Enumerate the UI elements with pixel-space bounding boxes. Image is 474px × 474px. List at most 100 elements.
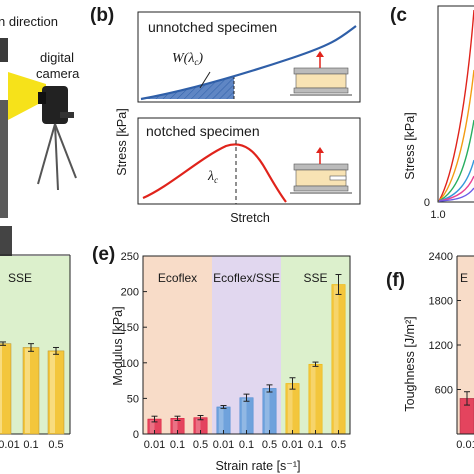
panel-f-ytick-label: 2400 [429, 251, 453, 263]
panel-e-error-bar [312, 361, 319, 367]
panel-e-ytick-label: 100 [121, 358, 139, 370]
panel-e-ytick-label: 50 [127, 393, 139, 405]
panel-d-bar-highlight [50, 351, 55, 433]
panel-f-region-bg [457, 256, 474, 434]
panel-e-xtick-label: 0.5 [193, 439, 208, 451]
panel-e-xtick-label: 0.1 [308, 439, 323, 451]
panel-e-xtick-label: 0.5 [262, 439, 277, 451]
panel-e-frame [142, 255, 351, 435]
panel-e-error-bar [151, 415, 158, 423]
panel-e-bar-highlight [218, 407, 224, 433]
panel-e-xtick-label: 0.01 [282, 439, 303, 451]
work-label: W(λc) [172, 51, 203, 67]
panel-f-region-label: E [460, 271, 468, 285]
unnotched-curve [140, 25, 357, 101]
panel-c: (c Stress [kPa] 0 1.0 [390, 5, 474, 221]
panel-c-xtick: 1.0 [430, 209, 445, 221]
panel-e: (e) Modulus [kPa] Ecoflex Ecoflex/SSE SSE … [92, 244, 351, 473]
panel-e-ytick-label: 200 [121, 287, 139, 299]
panel-e-error-bar [289, 377, 296, 390]
panel-e-error-bar [266, 384, 273, 393]
panel-e-y-axis: 0 50 100 150 200 250 [121, 251, 147, 441]
panel-d-bar-highlight [0, 344, 2, 433]
panel-e-ytick-label: 250 [121, 251, 139, 263]
panel-a-camera-line1: digital [40, 50, 74, 65]
panel-e-bar-highlight [264, 389, 270, 433]
panel-e-bars [147, 274, 346, 435]
panel-e-region-0 [143, 256, 212, 434]
panel-b: (b) Stress [kPa] unnotched specimen W(λc… [90, 5, 361, 225]
panel-e-letter: (e) [92, 244, 115, 265]
digital-camera-icon [37, 86, 77, 191]
panel-a: n direction digital camera [0, 14, 80, 256]
machine-column [0, 100, 8, 218]
critical-stretch-label: λc [207, 169, 218, 185]
panel-e-error-bar [174, 415, 181, 421]
panel-e-bar-highlight [149, 420, 155, 433]
panel-d-region-label: SSE [8, 271, 32, 285]
panel-d-bars: 0.01 0.1 0.5 [0, 341, 65, 451]
panel-c-ylabel: Stress [kPa] [403, 112, 417, 179]
panel-e-ytick-label: 0 [133, 429, 139, 441]
machine-column-top [0, 38, 8, 62]
panel-e-xtick-label: 0.1 [170, 439, 185, 451]
panel-e-region-label-2: SSE [303, 271, 327, 285]
panel-c-curve-violet [438, 187, 474, 202]
panel-d: SSE 0.01 0.1 0.5 [0, 254, 71, 451]
panel-e-x-ticks: 0.01 0.1 0.5 0.01 0.1 0.5 0.01 0.1 0.5 [144, 430, 346, 451]
panel-f-bars: 0.01 [456, 391, 474, 451]
panel-b-ylabel: Stress [kPa] [115, 108, 129, 175]
panel-f-ylabel: Toughness [J/m²] [403, 316, 417, 411]
panel-c-curve-orange [438, 69, 474, 202]
panel-e-xtick-label: 0.01 [144, 439, 165, 451]
unnotched-specimen-icon [290, 51, 352, 96]
notched-curve [142, 143, 287, 203]
panel-f-ytick-label: 1800 [429, 296, 453, 308]
panel-d-bar-highlight [25, 348, 30, 433]
panel-c-letter: (c [390, 5, 407, 26]
panel-e-xtick-label: 0.1 [239, 439, 254, 451]
panel-f-ytick-label: 600 [435, 385, 453, 397]
panel-d-error-bar [53, 346, 59, 355]
panel-c-curve-red [438, 9, 474, 202]
panel-d-xtick-label: 0.5 [48, 439, 63, 451]
panel-e-error-bar [335, 274, 342, 295]
panel-a-direction-label: n direction [0, 14, 58, 29]
panel-c-frame [437, 5, 474, 203]
panel-f-letter: (f) [386, 270, 405, 291]
panel-e-bar-highlight [333, 285, 339, 433]
panel-e-xtick-label: 0.01 [213, 439, 234, 451]
panel-d-xtick-label: 0.01 [0, 439, 20, 451]
panel-e-ylabel: Modulus [kPa] [111, 306, 125, 385]
panel-d-error-bar [28, 343, 34, 352]
work-label-pointer [199, 71, 211, 89]
panel-c-ytick: 0 [424, 197, 430, 209]
panel-e-region-label-0: Ecoflex [158, 271, 197, 285]
panel-e-error-bar [243, 393, 250, 402]
panel-c-curves [438, 9, 474, 202]
panel-e-bar-highlight [195, 418, 201, 433]
notched-title: notched specimen [146, 123, 260, 139]
notched-specimen-icon [290, 147, 352, 194]
panel-b-xlabel: Stretch [230, 211, 270, 225]
panel-c-curve-green [438, 119, 474, 202]
light-beam [8, 72, 46, 120]
panel-d-xtick-label: 0.1 [23, 439, 38, 451]
panel-d-error-bar [0, 341, 6, 346]
panel-e-xtick-label: 0.5 [331, 439, 346, 451]
panel-e-error-bar [220, 405, 227, 409]
panel-e-regions: Ecoflex Ecoflex/SSE SSE [143, 256, 350, 434]
panel-f: (f) Toughness [J/m²] E 600 1200 1800 2400 0… [386, 251, 474, 451]
panel-f-xtick-label: 0.01 [456, 439, 474, 451]
panel-f-ytick-label: 1200 [429, 340, 453, 352]
panel-e-bar-highlight [241, 398, 247, 433]
panel-e-bar-highlight [310, 365, 316, 433]
panel-e-ytick-label: 150 [121, 322, 139, 334]
panel-e-xlabel: Strain rate [s⁻¹] [215, 459, 300, 473]
panel-a-camera-line2: camera [36, 66, 80, 81]
panel-e-bar-highlight [287, 384, 293, 433]
machine-base [0, 226, 12, 256]
panel-e-bar-highlight [172, 419, 178, 433]
panel-e-region-label-1: Ecoflex/SSE [213, 271, 280, 285]
